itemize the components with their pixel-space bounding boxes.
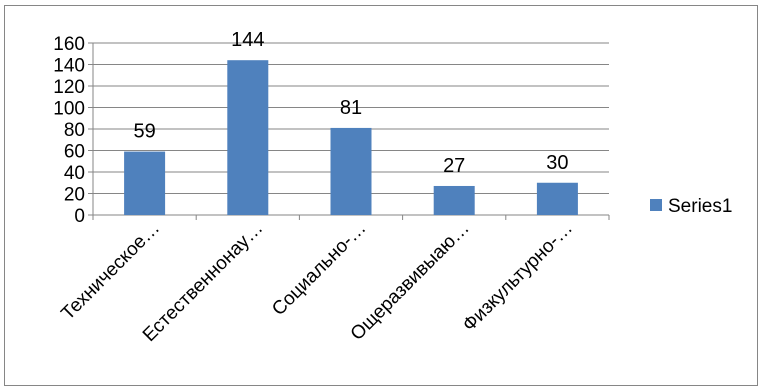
y-tick-label: 20 <box>64 185 85 206</box>
bar <box>536 182 578 215</box>
y-tick-label: 100 <box>53 99 85 120</box>
category-label: Физкультурно-… <box>459 218 577 336</box>
data-label: 144 <box>231 29 264 51</box>
y-tick-label: 40 <box>64 163 85 184</box>
bar <box>433 185 475 215</box>
chart-frame: 0 20 40 60 80 100 120 140 160 59 144 81 27 30 Технич… <box>4 5 758 386</box>
y-tick-label: 60 <box>64 142 85 163</box>
y-tick-label: 140 <box>53 56 85 77</box>
legend-label-series1: Series1 <box>668 196 732 217</box>
bar <box>330 127 372 215</box>
y-tick-label: 80 <box>64 120 85 141</box>
data-labels: 59 144 81 27 30 <box>133 29 568 177</box>
y-tick-label: 120 <box>53 77 85 98</box>
legend-swatch-series1 <box>650 199 662 211</box>
category-labels: Техническое…Естественнонау… Социально-…Ощ… <box>57 218 577 346</box>
category-label: Социально-… <box>268 218 370 320</box>
category-label: Техническое… <box>57 218 164 325</box>
data-label: 81 <box>340 97 362 119</box>
y-tick-label: 0 <box>74 206 85 227</box>
data-label: 30 <box>546 152 568 174</box>
legend: Series1 <box>650 196 732 217</box>
y-tick-label: 160 <box>53 34 85 55</box>
bars <box>124 60 578 216</box>
data-label: 59 <box>133 121 155 143</box>
bar <box>124 151 166 215</box>
data-label: 27 <box>443 155 465 177</box>
bar <box>227 60 269 216</box>
